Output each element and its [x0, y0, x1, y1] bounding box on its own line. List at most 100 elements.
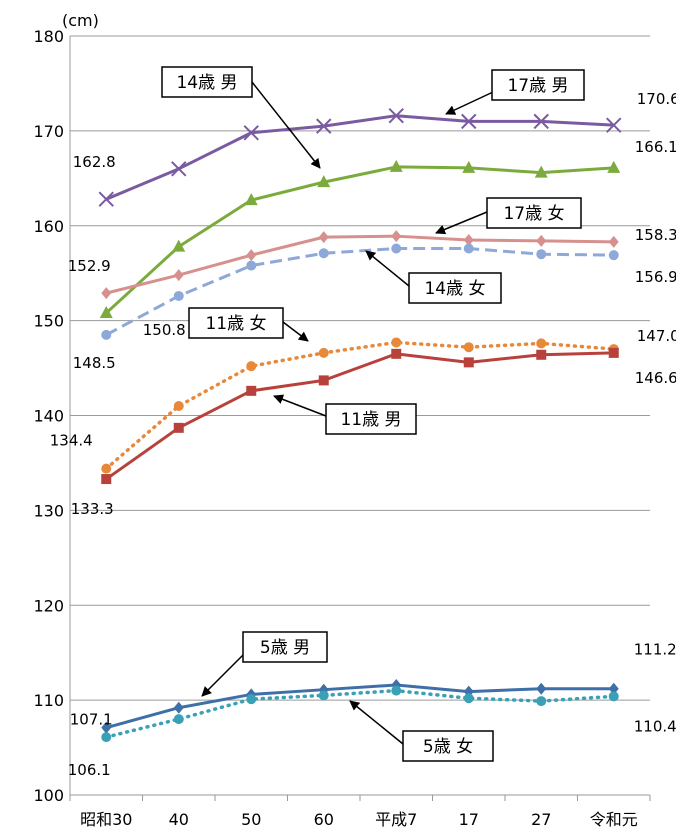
callout-box — [188, 307, 284, 339]
data-label: 147.0 — [637, 327, 676, 345]
callout-label: 17歳 男 — [507, 76, 568, 96]
data-point — [536, 338, 547, 349]
callout-label: 14歳 男 — [176, 73, 237, 93]
data-point — [533, 113, 549, 130]
callout-series-1: 14歳 男 — [161, 66, 321, 169]
data-label: 110.4 — [634, 717, 676, 735]
x-tick-label: 50 — [241, 810, 261, 829]
series-line — [105, 234, 614, 295]
callout-series-6: 5歳 男 — [201, 631, 328, 697]
data-point — [608, 235, 619, 248]
callout-series-7: 5歳 女 — [349, 700, 494, 762]
callout-box — [161, 66, 253, 98]
data-point — [318, 690, 329, 701]
data-point — [246, 385, 257, 396]
data-point — [463, 357, 474, 368]
data-point — [98, 191, 114, 207]
data-point — [389, 159, 403, 172]
callout-label: 17歳 女 — [503, 204, 564, 224]
callout-series-3: 14歳 女 — [365, 250, 502, 304]
callout-arrow — [349, 700, 404, 745]
data-point — [173, 422, 184, 433]
callout-label: 11歳 女 — [205, 314, 266, 334]
x-axis: 昭和30 40 50 60 平成7 17 27 令和元 — [69, 795, 651, 829]
y-tick-label: 130 — [33, 501, 64, 520]
y-tick-label: 150 — [33, 312, 64, 331]
data-point — [173, 290, 184, 301]
series-group — [98, 107, 622, 743]
callout-box — [402, 730, 494, 762]
series-0 — [98, 107, 622, 207]
series-5 — [101, 347, 619, 485]
callout-arrow — [273, 394, 327, 417]
data-point — [608, 682, 619, 695]
series-line — [105, 114, 614, 201]
data-point — [246, 361, 257, 372]
callouts: 17歳 男 14歳 男 17歳 女 14歳 女 11歳 女 11歳 男 5歳 男 5歳 女 — [161, 66, 585, 762]
x-tick-label: 令和元 — [590, 810, 638, 829]
data-point — [463, 693, 474, 704]
data-label: 158.3 — [635, 226, 676, 244]
data-point — [608, 250, 619, 261]
y-tick-label: 170 — [33, 122, 64, 141]
y-tick-label: 110 — [33, 691, 64, 710]
series-line — [105, 247, 614, 337]
data-point — [607, 160, 621, 173]
x-tick-label: 昭和30 — [80, 810, 132, 829]
data-label: 166.1 — [635, 138, 676, 156]
data-labels: 170.6 162.8 166.1 150.8 158.3 152.9 156.9 148.5… — [50, 90, 676, 779]
data-point — [246, 694, 257, 705]
data-label: 134.4 — [50, 432, 93, 450]
data-point — [101, 463, 112, 474]
data-point — [536, 696, 547, 707]
data-point — [318, 231, 329, 244]
data-point — [536, 234, 547, 247]
data-point — [391, 685, 402, 696]
data-point — [172, 239, 186, 252]
data-point — [101, 329, 112, 340]
y-tick-label: 180 — [33, 27, 64, 46]
callout-box — [325, 403, 417, 435]
data-label: 150.8 — [143, 321, 186, 339]
x-tick-label: 40 — [169, 810, 189, 829]
data-point — [388, 107, 404, 124]
y-tick-label: 120 — [33, 596, 64, 615]
data-point — [463, 243, 474, 254]
callout-series-4: 11歳 女 — [188, 307, 309, 342]
data-point — [606, 117, 622, 133]
callout-box — [486, 197, 582, 229]
data-point — [243, 125, 259, 141]
series-line — [105, 683, 614, 730]
data-label: 133.3 — [71, 500, 114, 518]
x-tick-label: 27 — [531, 810, 551, 829]
data-point — [318, 375, 329, 386]
callout-arrow — [365, 250, 410, 287]
data-label: 106.1 — [68, 761, 111, 779]
series-4 — [101, 337, 619, 474]
series-line — [104, 340, 616, 471]
data-point — [316, 118, 332, 134]
callout-series-2: 17歳 女 — [435, 197, 582, 235]
y-tick-label: 160 — [33, 217, 64, 236]
data-point — [534, 165, 548, 178]
callout-series-0: 17歳 男 — [445, 69, 585, 115]
data-point — [462, 160, 476, 173]
data-label: 170.6 — [637, 90, 676, 108]
data-point — [608, 347, 619, 358]
callout-box — [408, 272, 502, 304]
series-line — [104, 688, 616, 739]
callout-label: 5歳 女 — [423, 737, 473, 757]
data-point — [608, 691, 619, 702]
y-tick-label: 140 — [33, 407, 64, 426]
series-2 — [101, 230, 619, 300]
series-3 — [101, 243, 619, 340]
data-point — [317, 175, 331, 188]
data-point — [391, 230, 402, 243]
x-tick-label: 60 — [314, 810, 334, 829]
data-point — [101, 287, 112, 300]
data-label: 162.8 — [73, 153, 116, 171]
data-point — [391, 243, 402, 254]
x-tick-label: 平成7 — [375, 810, 417, 829]
data-point — [318, 347, 329, 358]
